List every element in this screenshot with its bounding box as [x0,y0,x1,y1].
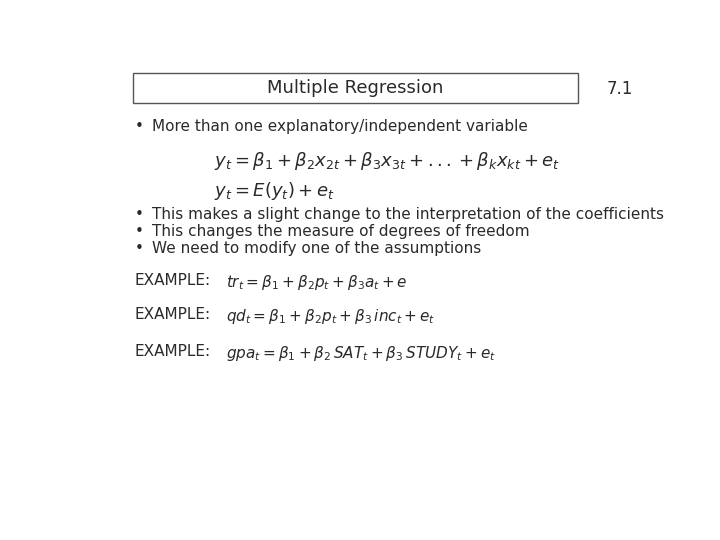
Text: $y_t = E(y_t) + e_t$: $y_t = E(y_t) + e_t$ [214,180,335,202]
Text: This makes a slight change to the interpretation of the coefficients: This makes a slight change to the interp… [152,207,664,222]
Text: Multiple Regression: Multiple Regression [267,79,444,97]
Text: This changes the measure of degrees of freedom: This changes the measure of degrees of f… [152,224,530,239]
Text: EXAMPLE:: EXAMPLE: [135,273,211,288]
Text: •: • [135,224,144,239]
Text: $gpa_t = \beta_1 + \beta_2\, SAT_t + \beta_3\, STUDY_t + e_t$: $gpa_t = \beta_1 + \beta_2\, SAT_t + \be… [225,343,495,362]
Text: EXAMPLE:: EXAMPLE: [135,307,211,322]
Text: •: • [135,241,144,256]
Text: EXAMPLE:: EXAMPLE: [135,343,211,359]
Text: $tr_t = \beta_1 + \beta_2 p_t + \beta_3 a_t + e$: $tr_t = \beta_1 + \beta_2 p_t + \beta_3 … [225,273,408,292]
Text: More than one explanatory/independent variable: More than one explanatory/independent va… [152,119,528,134]
Text: •: • [135,119,144,134]
Text: 7.1: 7.1 [606,80,632,98]
Text: $y_t = \beta_1 + \beta_2 x_{2t} + \beta_3 x_{3t} + ...+ \beta_k x_{kt} + e_t$: $y_t = \beta_1 + \beta_2 x_{2t} + \beta_… [214,150,560,172]
Text: $qd_t = \beta_1 + \beta_2 p_t + \beta_3\, inc_t + e_t$: $qd_t = \beta_1 + \beta_2 p_t + \beta_3\… [225,307,435,326]
Text: We need to modify one of the assumptions: We need to modify one of the assumptions [152,241,481,256]
Bar [132,72,578,103]
Text: •: • [135,207,144,222]
